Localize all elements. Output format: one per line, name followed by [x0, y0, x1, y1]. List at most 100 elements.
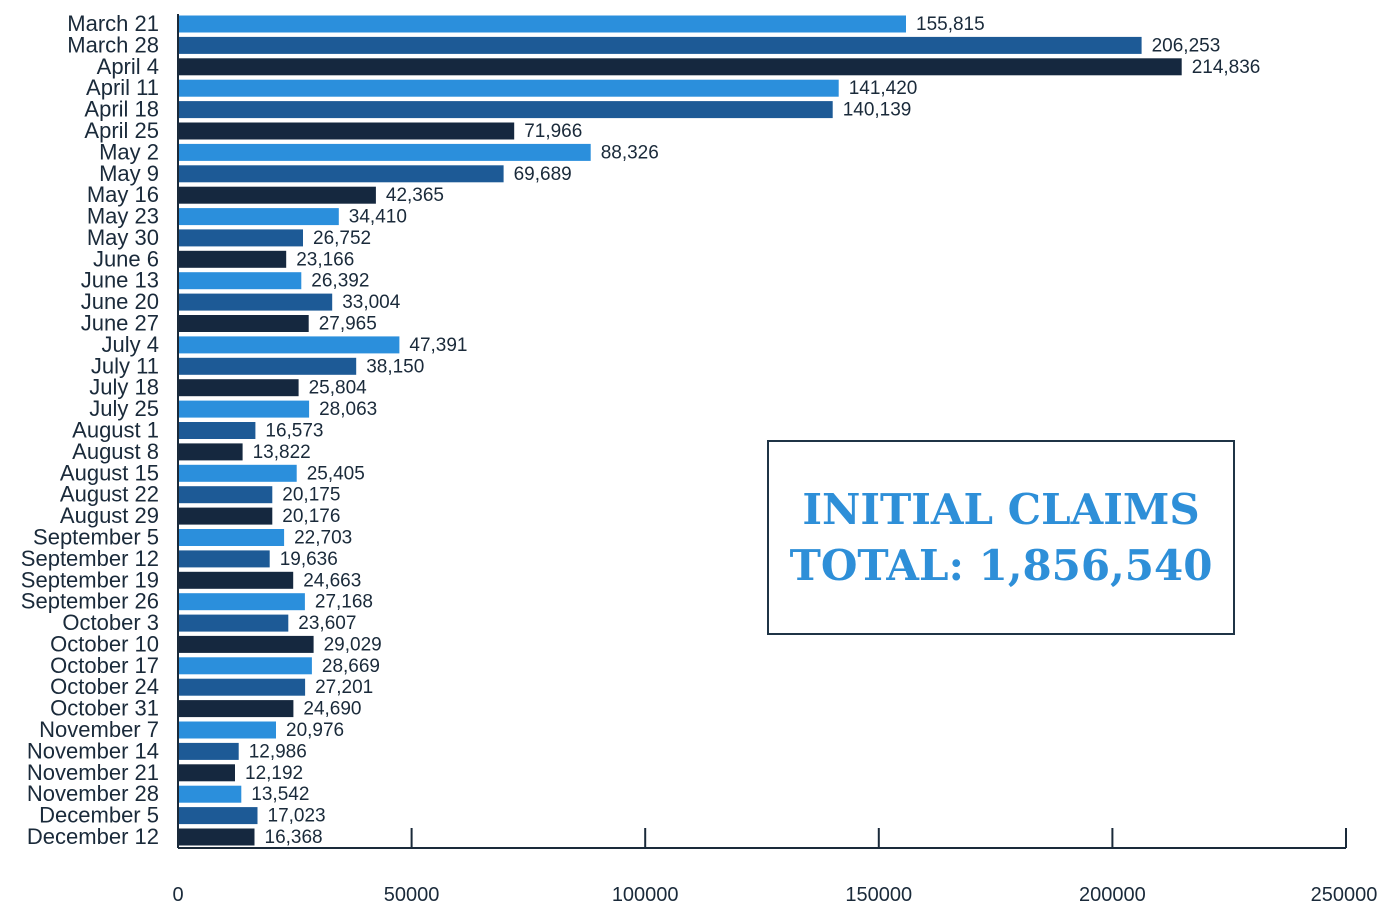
bar — [178, 828, 255, 846]
category-label: September 5 — [33, 525, 159, 550]
value-label: 22,703 — [294, 528, 352, 549]
value-label: 20,175 — [282, 485, 340, 506]
value-label: 27,965 — [319, 314, 377, 335]
value-label: 24,663 — [303, 570, 361, 591]
x-axis: 0 50000 100000 150000 200000 250000 — [172, 14, 1377, 906]
value-label: 13,542 — [251, 784, 309, 805]
value-label: 25,405 — [307, 463, 365, 484]
value-label: 25,804 — [309, 378, 368, 399]
value-label: 38,150 — [366, 356, 424, 377]
x-tick-label: 100000 — [612, 884, 679, 906]
category-label: October 10 — [50, 631, 159, 656]
value-label: 155,815 — [916, 14, 985, 35]
category-label: April 25 — [84, 118, 159, 143]
value-label: 28,063 — [319, 399, 377, 420]
value-label: 27,201 — [315, 677, 373, 698]
category-label: September 12 — [21, 546, 159, 571]
bar — [178, 357, 357, 375]
bar — [178, 293, 333, 311]
value-label: 141,420 — [849, 78, 918, 99]
initial-claims-total-box: INITIAL CLAIMS TOTAL: 1,856,540 — [767, 440, 1235, 635]
category-label: July 11 — [91, 353, 159, 378]
value-label: 69,689 — [514, 164, 572, 185]
value-label: 17,023 — [268, 806, 326, 827]
value-label: 34,410 — [349, 207, 407, 228]
category-label: March 21 — [67, 11, 159, 36]
category-label: April 11 — [86, 75, 159, 100]
x-tick-label: 50000 — [384, 884, 440, 906]
bar — [178, 700, 294, 718]
category-label: June 6 — [93, 246, 159, 271]
bar — [178, 400, 310, 418]
value-label: 20,176 — [282, 506, 340, 527]
category-label: November 14 — [27, 738, 159, 763]
category-label: March 28 — [67, 32, 159, 57]
value-label: 88,326 — [601, 142, 659, 163]
bar — [178, 550, 270, 568]
value-label: 27,168 — [315, 592, 373, 613]
bar — [178, 443, 243, 461]
bar — [178, 614, 289, 632]
bar — [178, 208, 339, 226]
category-label: September 19 — [21, 567, 159, 592]
bar — [178, 785, 242, 803]
bar — [178, 464, 297, 482]
value-label: 12,986 — [249, 741, 307, 762]
category-label: October 17 — [50, 653, 159, 678]
category-label: August 29 — [60, 503, 159, 528]
bar — [178, 764, 235, 782]
bar — [178, 507, 273, 525]
category-label: May 9 — [99, 161, 159, 186]
bar — [178, 315, 309, 332]
category-label: December 5 — [39, 803, 159, 828]
value-label: 20,976 — [286, 720, 344, 741]
category-label: October 3 — [62, 610, 159, 635]
category-label: May 30 — [87, 225, 159, 250]
value-label: 33,004 — [342, 292, 401, 313]
bar — [178, 122, 515, 140]
x-tick-label: 200000 — [1079, 884, 1146, 906]
category-label: July 4 — [102, 332, 159, 357]
category-label: May 2 — [99, 139, 159, 164]
category-label: September 26 — [21, 589, 159, 614]
value-label: 42,365 — [386, 185, 444, 206]
bar — [178, 229, 303, 247]
value-label: 26,392 — [311, 271, 369, 292]
x-tick-label: 150000 — [845, 884, 912, 906]
category-label: November 7 — [39, 717, 159, 742]
value-label: 12,192 — [245, 763, 303, 784]
category-label: October 24 — [50, 674, 159, 699]
category-label: August 22 — [60, 482, 159, 507]
value-label: 71,966 — [524, 121, 582, 142]
bar — [178, 486, 273, 504]
category-label: April 4 — [97, 54, 159, 79]
bar — [178, 678, 306, 696]
bar — [178, 79, 839, 97]
value-label: 26,752 — [313, 228, 371, 249]
value-label: 140,139 — [843, 100, 912, 121]
value-label: 23,607 — [298, 613, 356, 634]
category-label: May 16 — [87, 182, 159, 207]
bar — [178, 36, 1142, 54]
category-label: December 12 — [27, 824, 159, 849]
bar — [178, 15, 906, 33]
category-label: October 31 — [50, 696, 159, 721]
bar — [178, 657, 312, 675]
bar — [178, 742, 239, 760]
bars-group — [178, 15, 1182, 846]
category-label: June 13 — [81, 268, 159, 293]
bar — [178, 250, 287, 268]
value-label: 23,166 — [296, 249, 354, 270]
category-label: August 8 — [72, 439, 159, 464]
bar — [178, 721, 276, 739]
annotation-title: INITIAL CLAIMS — [802, 484, 1200, 534]
bar — [178, 635, 314, 653]
bar — [178, 101, 833, 119]
value-label: 47,391 — [409, 335, 467, 356]
value-label: 28,669 — [322, 656, 380, 677]
category-label: July 25 — [89, 396, 159, 421]
bar — [178, 379, 299, 397]
category-label: May 23 — [87, 204, 159, 229]
